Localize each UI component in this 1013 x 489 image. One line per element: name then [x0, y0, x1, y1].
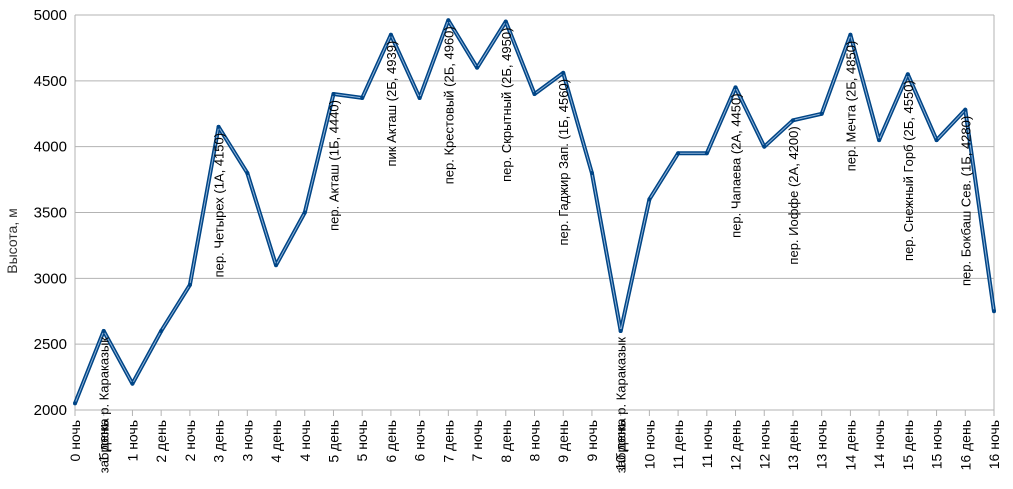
- data-point: [187, 282, 192, 287]
- annotation-label: заброска р. Караказык: [614, 337, 629, 473]
- data-point: [130, 381, 135, 386]
- data-point: [848, 32, 853, 37]
- annotation-label: пер. Акташ (1Б, 4440): [326, 100, 341, 231]
- x-tick-label: 3 ночь: [239, 420, 255, 461]
- data-point: [245, 171, 250, 175]
- data-point: [101, 329, 106, 333]
- x-tick-label: 16 ночь: [986, 420, 1002, 469]
- data-point: [992, 309, 996, 314]
- data-point: [963, 107, 968, 112]
- x-tick-label: 10 ночь: [641, 420, 657, 469]
- x-tick-label: 16 день: [957, 420, 973, 470]
- annotation-label: пер. Крестовый (2Б, 4960): [441, 26, 456, 184]
- y-tick-label: 4500: [34, 73, 67, 90]
- x-tick-label: 13 день: [785, 420, 801, 470]
- x-tick-label: 1 день: [96, 420, 112, 463]
- annotation-label: пер. Мечта (2Б, 4850): [843, 41, 858, 171]
- x-tick-label: 5 день: [325, 420, 341, 463]
- data-point: [73, 401, 77, 406]
- x-axis-ticks: 0 ночь 1 день 1 ночь 2 день 2 ночь 3 день 3 но…: [67, 410, 1002, 470]
- data-point: [532, 92, 537, 96]
- x-tick-label: 15 ночь: [929, 420, 945, 469]
- annotation-label: пер. Иоффе (2А, 4200): [786, 126, 801, 264]
- y-axis-ticks: 2000 2500 3000 3500 4000 4500 5000: [34, 7, 67, 419]
- x-tick-label: 12 ночь: [756, 420, 772, 469]
- data-point: [475, 65, 480, 70]
- y-tick-label: 3000: [34, 270, 67, 287]
- data-point: [877, 138, 882, 143]
- data-point: [589, 171, 594, 175]
- y-tick-label: 2500: [34, 336, 67, 353]
- x-tick-label: 9 ночь: [584, 420, 600, 461]
- data-point: [388, 32, 393, 37]
- x-tick-label: 8 день: [498, 420, 514, 463]
- data-point: [733, 85, 738, 90]
- x-tick-label: 11 ночь: [699, 420, 715, 468]
- x-tick-label: 8 ночь: [527, 420, 543, 461]
- annotations: заброска р. Караказык пер. Четырех (1А, 4…: [97, 26, 974, 473]
- x-tick-label: 2 день: [153, 420, 169, 463]
- x-tick-label: 3 день: [211, 420, 227, 463]
- data-point: [819, 111, 824, 116]
- x-tick-label: 0 ночь: [67, 420, 83, 461]
- annotation-label: пер. Гаджир Зап. (1Б, 4560): [556, 79, 571, 246]
- plot-area: [73, 18, 996, 406]
- y-tick-label: 2000: [34, 402, 67, 419]
- data-point: [647, 197, 652, 202]
- x-tick-label: 2 ночь: [182, 420, 198, 461]
- data-point: [934, 138, 939, 143]
- data-point: [762, 144, 767, 149]
- annotation-label: пер. Снежный Горб (2Б, 4550): [901, 80, 916, 261]
- x-tick-label: 10 день: [613, 420, 629, 470]
- y-axis-label: Высота, м: [4, 208, 20, 273]
- annotation-label: пик Акташ (2Б, 4939): [384, 41, 399, 167]
- annotation-label: заброска р. Караказык: [97, 337, 112, 473]
- annotation-label: пер. Скрытный (2Б, 4950): [499, 28, 514, 182]
- data-point: [417, 95, 422, 100]
- x-tick-label: 14 день: [842, 420, 858, 470]
- x-tick-label: 15 день: [900, 420, 916, 470]
- data-point: [561, 70, 566, 75]
- y-tick-label: 5000: [34, 7, 67, 24]
- x-tick-label: 5 ночь: [354, 420, 370, 461]
- x-tick-label: 13 ночь: [814, 420, 830, 469]
- data-point: [905, 72, 910, 77]
- data-point: [302, 210, 307, 215]
- data-point: [790, 118, 795, 123]
- y-tick-label: 3500: [34, 205, 67, 222]
- x-tick-label: 7 день: [440, 420, 456, 463]
- x-tick-label: 1 ночь: [124, 420, 140, 461]
- data-point: [446, 18, 451, 23]
- x-tick-label: 6 ночь: [412, 420, 428, 461]
- data-point: [704, 151, 709, 156]
- annotation-label: пер. Четырех (1А, 4150): [212, 133, 227, 277]
- x-tick-label: 6 день: [383, 420, 399, 463]
- y-tick-label: 4000: [34, 139, 67, 156]
- annotation-label: пер. Бокбаш Сев. (1Б, 4280): [958, 116, 973, 286]
- annotation-label: пер. Чапаева (2А, 4450): [729, 93, 744, 237]
- data-point: [618, 329, 623, 333]
- x-tick-label: 4 ночь: [297, 420, 313, 461]
- x-tick-label: 7 ночь: [469, 420, 485, 461]
- x-tick-label: 14 ночь: [871, 420, 887, 469]
- grid: [74, 14, 995, 411]
- data-point: [503, 19, 508, 24]
- x-tick-label: 12 день: [728, 420, 744, 470]
- data-point: [274, 263, 279, 268]
- data-point: [331, 92, 336, 96]
- x-tick-label: 11 день: [670, 420, 686, 469]
- data-point: [676, 151, 681, 156]
- x-tick-label: 9 день: [555, 420, 571, 463]
- data-point: [360, 95, 365, 100]
- data-point: [159, 329, 164, 333]
- data-point: [216, 124, 221, 129]
- x-tick-label: 4 день: [268, 420, 284, 463]
